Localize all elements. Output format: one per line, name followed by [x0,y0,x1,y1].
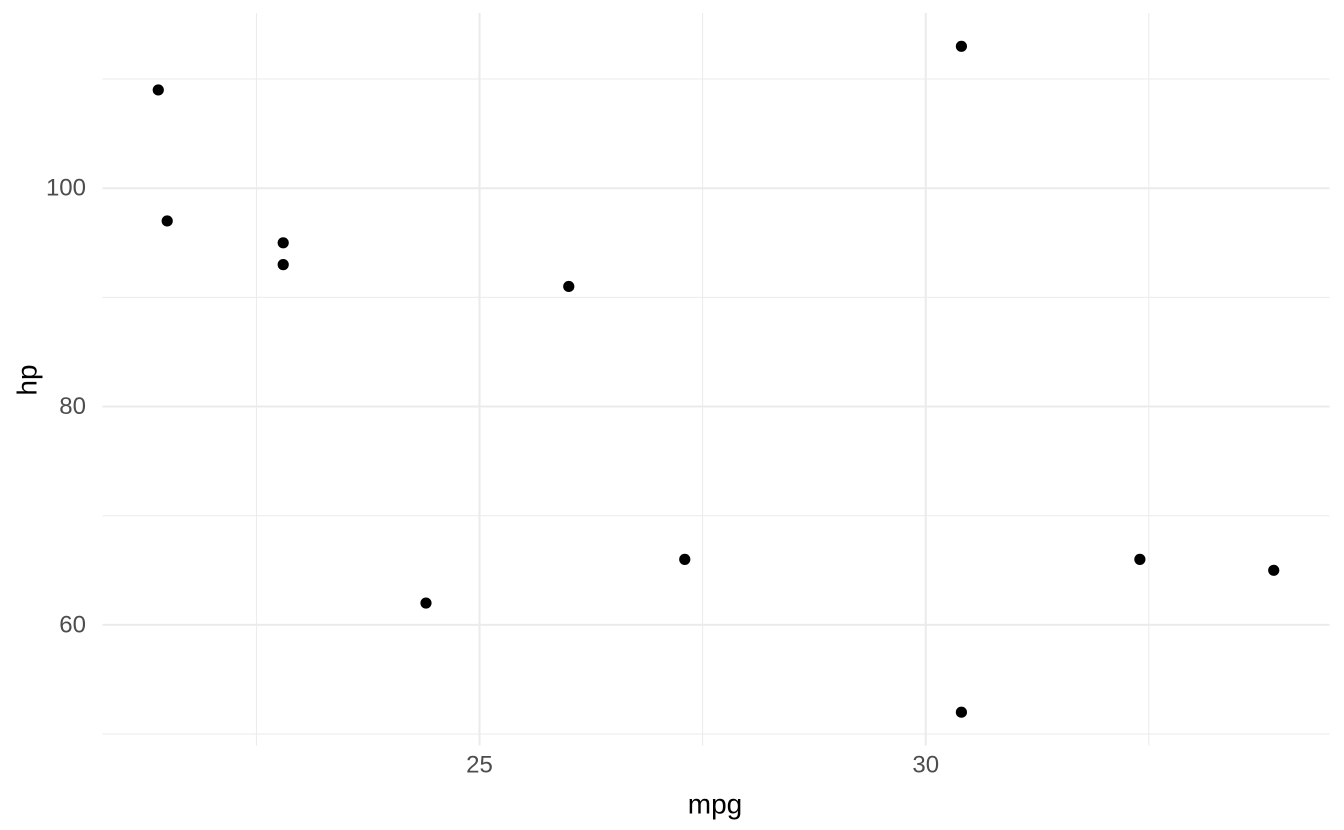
data-point [1268,564,1280,576]
data-point [420,597,432,609]
y-tick-label: 100 [46,175,86,202]
data-point [679,553,691,565]
x-axis-tick-labels: 25 30 [466,752,939,779]
data-point [955,40,968,52]
data-point [1134,553,1146,565]
y-tick-label: 80 [59,393,86,420]
x-axis-title: mpg [688,789,742,820]
data-point [161,215,173,227]
x-tick-label: 30 [912,752,939,779]
y-tick-label: 60 [59,611,86,638]
y-axis-tick-labels: 60 80 100 [46,175,86,639]
grid-minor-lines [102,13,1330,746]
data-point [955,706,968,718]
y-axis-title: hp [12,364,43,395]
data-point [277,259,289,271]
data-point [152,84,164,96]
data-points-layer [152,40,1280,718]
data-point [563,280,575,293]
data-point [277,237,289,249]
x-tick-label: 25 [466,752,493,779]
grid-major-lines [102,13,1330,746]
